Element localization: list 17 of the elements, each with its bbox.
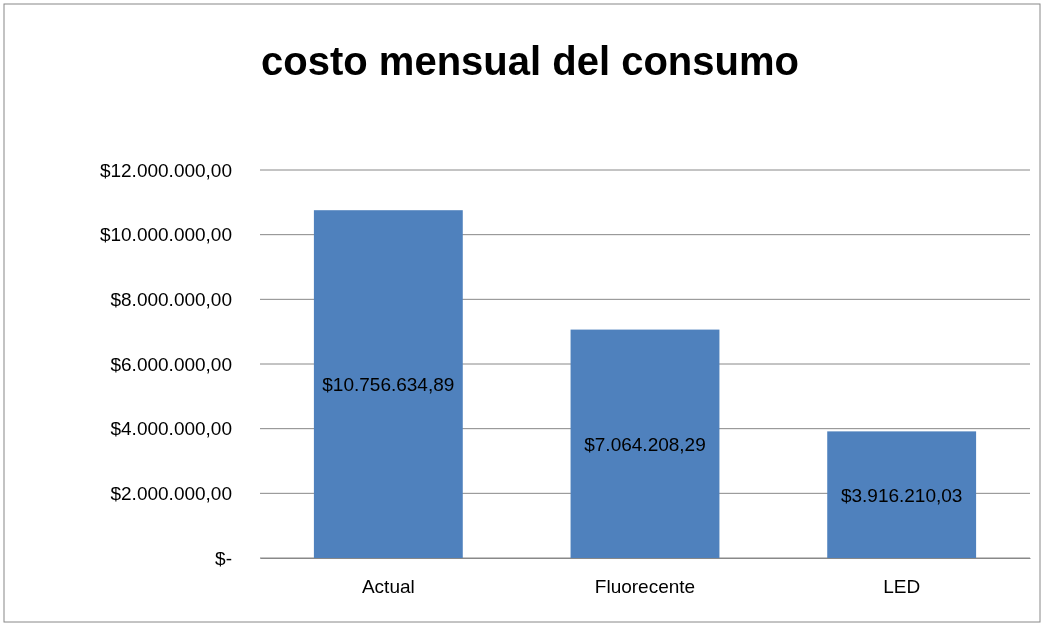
- data-label: $3.916.210,03: [840, 484, 963, 506]
- bar: [313, 210, 463, 558]
- y-tick-label: $-: [215, 547, 232, 569]
- data-label: $10.756.634,89: [322, 374, 455, 396]
- y-tick-label: $12.000.000,00: [99, 159, 232, 181]
- y-tick-label: $4.000.000,00: [110, 418, 232, 440]
- bar: [570, 329, 720, 558]
- bar: [827, 431, 977, 558]
- y-tick-label: $8.000.000,00: [110, 288, 232, 310]
- data-label: $7.064.208,29: [584, 433, 706, 455]
- x-tick-label: Fluorecente: [594, 576, 696, 598]
- y-tick-label: $2.000.000,00: [110, 482, 232, 504]
- y-tick-label: $10.000.000,00: [99, 224, 232, 246]
- x-tick-label: LED: [883, 576, 921, 598]
- chart-title: costo mensual del consumo: [261, 39, 799, 83]
- y-tick-label: $6.000.000,00: [110, 353, 232, 375]
- x-tick-label: Actual: [361, 576, 415, 598]
